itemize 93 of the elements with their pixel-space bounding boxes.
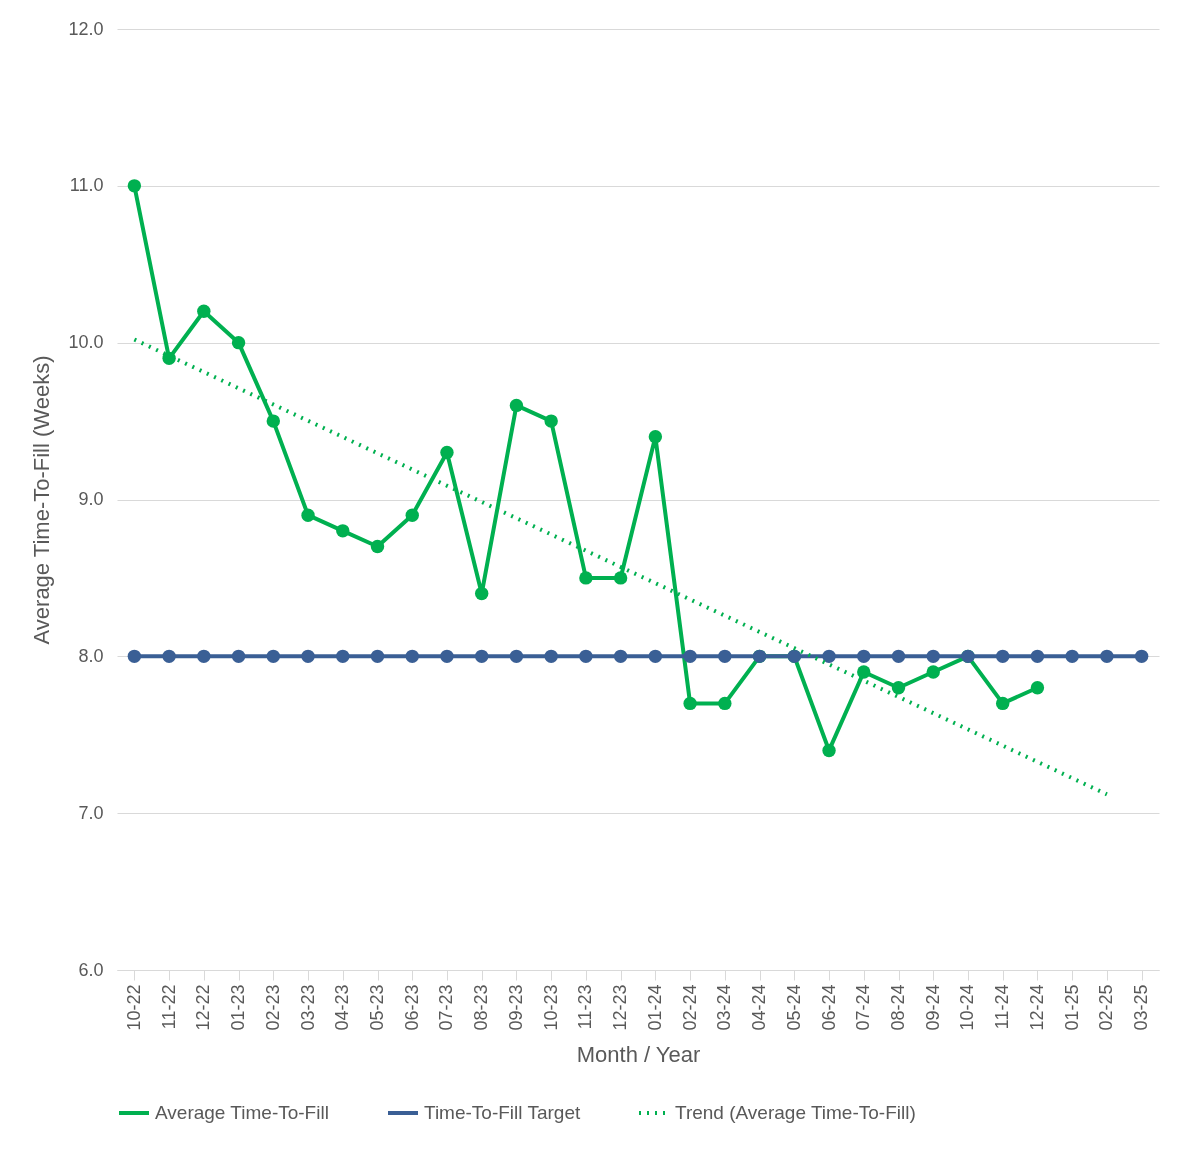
point bbox=[1030, 649, 1045, 664]
x-tick-label: 03-23 bbox=[297, 984, 318, 1031]
point bbox=[857, 665, 871, 679]
point bbox=[266, 649, 281, 664]
legend-label: Average Time-To-Fill bbox=[155, 1102, 329, 1123]
x-tick-label: 02-23 bbox=[262, 984, 283, 1031]
point bbox=[336, 524, 350, 538]
point bbox=[718, 696, 732, 711]
legend-label: Time-To-Fill Target bbox=[424, 1102, 581, 1123]
point bbox=[231, 335, 246, 350]
point bbox=[474, 649, 489, 664]
y-tick-label: 8.0 bbox=[78, 645, 104, 666]
x-tick-label: 08-23 bbox=[471, 984, 492, 1031]
x-tick-label: 01-24 bbox=[644, 984, 665, 1031]
x-tick-label: 05-24 bbox=[783, 984, 804, 1031]
point bbox=[891, 649, 906, 664]
point bbox=[544, 414, 558, 428]
point bbox=[370, 539, 385, 554]
point bbox=[1100, 649, 1114, 664]
x-tick-label: 12-24 bbox=[1026, 984, 1047, 1031]
x-tick-label: 09-23 bbox=[505, 984, 526, 1031]
point bbox=[474, 586, 489, 601]
point bbox=[162, 351, 176, 366]
point bbox=[197, 304, 211, 318]
x-tick-label: 02-25 bbox=[1096, 984, 1117, 1031]
point bbox=[266, 414, 281, 428]
y-tick-label: 12.0 bbox=[68, 18, 104, 39]
x-tick-label: 05-23 bbox=[367, 984, 387, 1031]
point bbox=[822, 649, 836, 664]
point bbox=[370, 649, 385, 664]
point bbox=[579, 649, 593, 664]
y-tick-label: 7.0 bbox=[78, 802, 104, 823]
point bbox=[440, 445, 454, 460]
x-tick-label: 10-23 bbox=[540, 984, 561, 1031]
x-tick-label: 04-24 bbox=[749, 984, 770, 1031]
point bbox=[405, 508, 419, 522]
x-tick-label: 03-25 bbox=[1131, 984, 1152, 1031]
y-tick-label: 10.0 bbox=[68, 332, 104, 353]
point bbox=[301, 649, 315, 664]
x-tick-label: 09-24 bbox=[922, 984, 943, 1031]
point bbox=[509, 649, 524, 664]
point bbox=[857, 649, 871, 664]
point bbox=[718, 649, 732, 664]
point bbox=[683, 649, 697, 664]
point bbox=[822, 743, 836, 758]
x-tick-label: 01-25 bbox=[1061, 984, 1082, 1031]
point bbox=[440, 649, 454, 664]
point bbox=[301, 508, 315, 522]
x-tick-label: 04-23 bbox=[332, 984, 353, 1031]
y-tick-label: 6.0 bbox=[78, 959, 104, 980]
x-tick-label: 07-24 bbox=[853, 984, 874, 1031]
point bbox=[648, 430, 663, 444]
legend-label: Trend (Average Time-To-Fill) bbox=[675, 1102, 916, 1123]
point bbox=[162, 649, 176, 664]
x-tick-label: 08-24 bbox=[888, 984, 908, 1031]
x-tick-label: 06-23 bbox=[401, 984, 422, 1031]
point bbox=[544, 649, 558, 664]
y-axis-title: Average Time-To-Fill (Weeks) bbox=[29, 355, 55, 645]
x-tick-label: 11-24 bbox=[992, 984, 1013, 1030]
point bbox=[336, 649, 350, 664]
x-tick-label: 11-22 bbox=[158, 984, 179, 1030]
point bbox=[926, 665, 940, 679]
point bbox=[197, 649, 211, 664]
point bbox=[1134, 649, 1149, 664]
point bbox=[509, 398, 524, 413]
x-tick-label: 06-24 bbox=[818, 984, 839, 1031]
x-tick-label: 11-23 bbox=[575, 984, 596, 1030]
point bbox=[1065, 649, 1079, 664]
point bbox=[579, 571, 593, 585]
x-tick-label: 12-22 bbox=[193, 984, 214, 1031]
point bbox=[648, 649, 663, 664]
point bbox=[231, 649, 246, 664]
y-tick-label: 9.0 bbox=[78, 489, 104, 509]
x-tick-label: 12-23 bbox=[610, 984, 631, 1031]
point bbox=[891, 681, 906, 695]
point bbox=[926, 649, 940, 664]
x-axis-title: Month / Year bbox=[576, 1041, 701, 1067]
point bbox=[1030, 681, 1045, 695]
point bbox=[683, 696, 697, 711]
point bbox=[127, 649, 142, 664]
point bbox=[405, 649, 419, 664]
point bbox=[613, 571, 628, 585]
point bbox=[995, 696, 1010, 711]
x-tick-label: 07-23 bbox=[436, 984, 457, 1031]
x-tick-label: 03-24 bbox=[714, 984, 735, 1031]
point bbox=[995, 649, 1010, 664]
x-tick-label: 01-23 bbox=[228, 984, 249, 1031]
x-tick-label: 10-22 bbox=[123, 984, 144, 1031]
point bbox=[613, 649, 628, 664]
x-tick-label: 02-24 bbox=[679, 984, 700, 1031]
point bbox=[127, 179, 142, 193]
y-tick-label: 11.0 bbox=[69, 175, 104, 196]
x-tick-label: 10-24 bbox=[957, 984, 978, 1031]
